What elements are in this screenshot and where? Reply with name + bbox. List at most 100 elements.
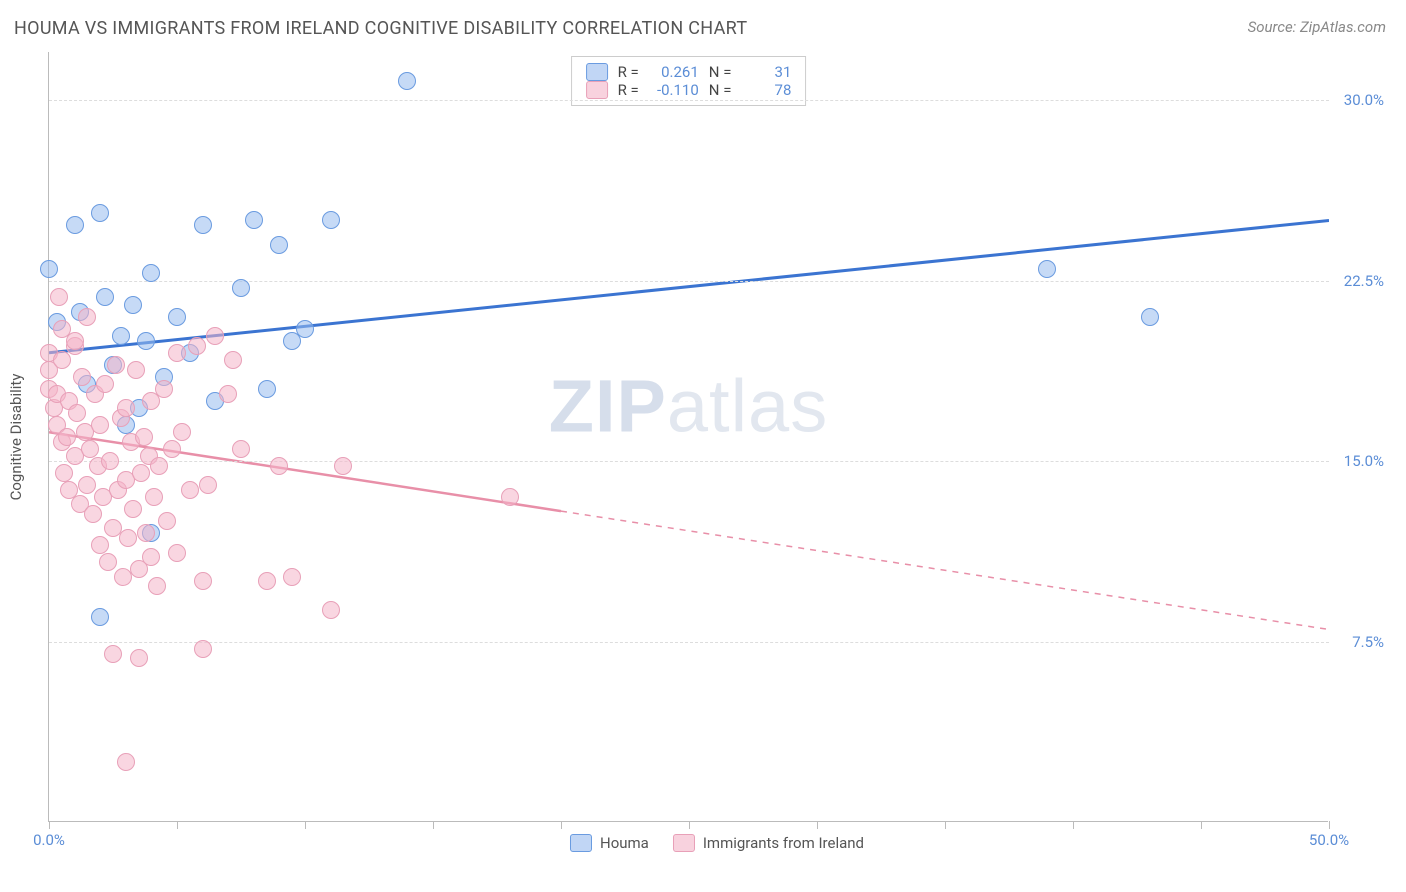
point-ireland bbox=[232, 440, 250, 458]
point-ireland bbox=[117, 399, 135, 417]
point-ireland bbox=[96, 375, 114, 393]
legend-row-ireland: R = -0.110 N = 78 bbox=[586, 81, 792, 99]
point-ireland bbox=[148, 577, 166, 595]
point-ireland bbox=[107, 356, 125, 374]
point-ireland bbox=[91, 416, 109, 434]
series-legend: Houma Immigrants from Ireland bbox=[570, 834, 864, 852]
x-tick-label: 50.0% bbox=[1309, 831, 1349, 849]
legend-row-houma: R = 0.261 N = 31 bbox=[586, 63, 792, 81]
swatch-houma-icon bbox=[586, 63, 608, 81]
legend-r-label: R = bbox=[618, 63, 639, 81]
point-ireland bbox=[283, 568, 301, 586]
trend-lines bbox=[49, 52, 1329, 822]
point-ireland bbox=[224, 351, 242, 369]
point-houma bbox=[142, 264, 160, 282]
point-ireland bbox=[68, 404, 86, 422]
point-houma bbox=[124, 296, 142, 314]
y-tick-label: 7.5% bbox=[1352, 633, 1384, 651]
point-ireland bbox=[101, 452, 119, 470]
swatch-ireland-icon bbox=[586, 81, 608, 99]
legend-n-value-ireland: 78 bbox=[741, 81, 791, 99]
point-ireland bbox=[155, 380, 173, 398]
legend-r-label: R = bbox=[618, 81, 639, 99]
legend-r-value-ireland: -0.110 bbox=[649, 81, 699, 99]
point-ireland bbox=[322, 601, 340, 619]
point-ireland bbox=[142, 548, 160, 566]
x-tick bbox=[689, 821, 690, 829]
x-tick bbox=[945, 821, 946, 829]
point-houma bbox=[40, 260, 58, 278]
point-ireland bbox=[194, 572, 212, 590]
point-ireland bbox=[181, 481, 199, 499]
legend-label-houma: Houma bbox=[600, 834, 649, 852]
plot-area: ZIPatlas R = 0.261 N = 31 R = -0.110 N =… bbox=[48, 52, 1328, 822]
point-houma bbox=[322, 211, 340, 229]
point-ireland bbox=[163, 440, 181, 458]
point-ireland bbox=[81, 440, 99, 458]
point-ireland bbox=[104, 645, 122, 663]
legend-item-houma: Houma bbox=[570, 834, 649, 852]
point-ireland bbox=[78, 476, 96, 494]
point-ireland bbox=[84, 505, 102, 523]
x-tick bbox=[433, 821, 434, 829]
point-ireland bbox=[66, 332, 84, 350]
point-ireland bbox=[99, 553, 117, 571]
point-ireland bbox=[334, 457, 352, 475]
point-ireland bbox=[219, 385, 237, 403]
plot-wrap: Cognitive Disability ZIPatlas R = 0.261 … bbox=[48, 52, 1386, 822]
x-tick bbox=[817, 821, 818, 829]
point-houma bbox=[91, 204, 109, 222]
point-ireland bbox=[55, 464, 73, 482]
swatch-ireland-icon bbox=[673, 834, 695, 852]
point-houma bbox=[1038, 260, 1056, 278]
point-ireland bbox=[132, 464, 150, 482]
gridline-h bbox=[49, 642, 1329, 643]
point-ireland bbox=[119, 529, 137, 547]
point-ireland bbox=[150, 457, 168, 475]
point-ireland bbox=[137, 524, 155, 542]
gridline-h bbox=[49, 100, 1329, 101]
trend-line-dashed bbox=[561, 511, 1329, 629]
point-ireland bbox=[124, 500, 142, 518]
point-ireland bbox=[91, 536, 109, 554]
point-houma bbox=[91, 608, 109, 626]
watermark-zip: ZIP bbox=[549, 364, 667, 447]
point-houma bbox=[168, 308, 186, 326]
point-houma bbox=[398, 72, 416, 90]
point-houma bbox=[245, 211, 263, 229]
point-houma bbox=[194, 216, 212, 234]
point-ireland bbox=[199, 476, 217, 494]
point-ireland bbox=[206, 327, 224, 345]
point-ireland bbox=[117, 753, 135, 771]
y-tick-label: 22.5% bbox=[1344, 272, 1384, 290]
point-houma bbox=[1141, 308, 1159, 326]
legend-label-ireland: Immigrants from Ireland bbox=[703, 834, 864, 852]
x-tick bbox=[1201, 821, 1202, 829]
point-ireland bbox=[158, 512, 176, 530]
point-ireland bbox=[258, 572, 276, 590]
legend-r-value-houma: 0.261 bbox=[649, 63, 699, 81]
point-houma bbox=[296, 320, 314, 338]
x-tick bbox=[49, 821, 50, 829]
title-bar: HOUMA VS IMMIGRANTS FROM IRELAND COGNITI… bbox=[0, 0, 1406, 39]
point-houma bbox=[112, 327, 130, 345]
watermark: ZIPatlas bbox=[549, 363, 828, 448]
x-tick bbox=[1329, 821, 1330, 829]
point-ireland bbox=[50, 288, 68, 306]
watermark-atlas: atlas bbox=[667, 364, 828, 447]
point-ireland bbox=[173, 423, 191, 441]
y-tick-label: 15.0% bbox=[1344, 452, 1384, 470]
point-houma bbox=[232, 279, 250, 297]
point-houma bbox=[270, 236, 288, 254]
y-tick-label: 30.0% bbox=[1344, 91, 1384, 109]
point-houma bbox=[137, 332, 155, 350]
point-houma bbox=[96, 288, 114, 306]
point-ireland bbox=[188, 337, 206, 355]
point-ireland bbox=[73, 368, 91, 386]
x-tick bbox=[561, 821, 562, 829]
y-axis-label: Cognitive Disability bbox=[7, 374, 25, 501]
point-houma bbox=[66, 216, 84, 234]
x-tick bbox=[1073, 821, 1074, 829]
point-ireland bbox=[135, 428, 153, 446]
point-ireland bbox=[270, 457, 288, 475]
